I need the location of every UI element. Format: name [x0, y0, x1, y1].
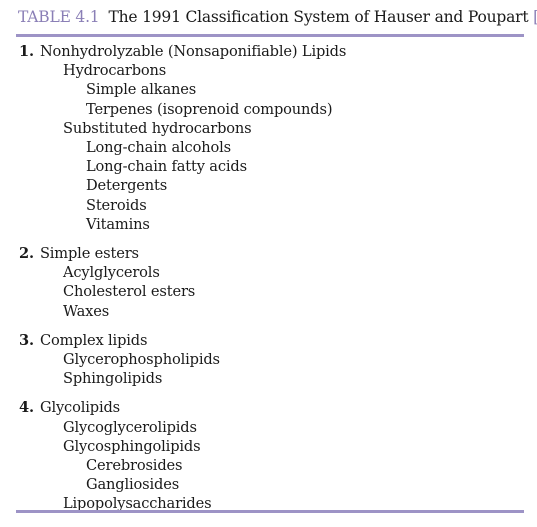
- category-heading: 3. Complex lipids: [16, 331, 524, 350]
- category-heading: 2. Simple esters: [16, 244, 524, 263]
- sub-subcategory-item: Detergents: [86, 177, 168, 195]
- table-caption: TABLE 4.1 The 1991 Classification System …: [16, 6, 537, 28]
- category-group: 1. Nonhydrolyzable (Nonsaponifiable) Lipi…: [16, 42, 524, 234]
- subcategory-item: Glycosphingolipids: [63, 437, 201, 455]
- subcategory-item: Acylglycerols: [63, 264, 160, 282]
- table-label: TABLE 4.1: [18, 8, 100, 26]
- top-rule: [16, 34, 524, 37]
- reference-link[interactable]: [4]: [533, 8, 537, 26]
- category-title: Nonhydrolyzable (Nonsaponifiable) Lipids: [39, 43, 347, 60]
- sub-subcategory-item: Long-chain alcohols: [86, 139, 231, 157]
- category-group: 3. Complex lipids Glycerophospholipids Sphi…: [16, 331, 524, 389]
- category-number: 1.: [19, 43, 34, 60]
- sub-subcategory-item: Cerebrosides: [86, 457, 183, 475]
- sub-subcategory-item: Steroids: [86, 196, 147, 214]
- category-number: 3.: [19, 331, 34, 349]
- subcategory-item: Hydrocarbons: [63, 62, 167, 80]
- sub-subcategory-item: Terpenes (isoprenoid compounds): [86, 100, 333, 118]
- category-number: 2.: [19, 245, 34, 263]
- category-title: Complex lipids: [39, 331, 148, 349]
- category-group: 2. Simple esters Acylglycerols Cholesterol …: [16, 244, 524, 321]
- subcategory-item: Lipopolysaccharides: [63, 495, 212, 513]
- classification-table: TABLE 4.1 The 1991 Classification System …: [16, 6, 537, 524]
- category-number: 4.: [19, 399, 34, 417]
- subcategory-item: Cholesterol esters: [63, 283, 196, 301]
- category-heading: 1. Nonhydrolyzable (Nonsaponifiable) Lipi…: [16, 42, 524, 61]
- category-title: Glycolipids: [39, 399, 120, 417]
- sub-subcategory-item: Long-chain fatty acids: [86, 158, 247, 176]
- category-heading: 4. Glycolipids: [16, 398, 524, 417]
- table-title: The 1991 Classification System of Hauser…: [108, 8, 534, 26]
- subcategory-item: Waxes: [63, 302, 110, 320]
- category-group: 4. Glycolipids Glycoglycerolipids Glycosphi…: [16, 398, 524, 513]
- sub-subcategory-item: Simple alkanes: [86, 81, 197, 99]
- table-body: 1. Nonhydrolyzable (Nonsaponifiable) Lipi…: [16, 42, 524, 514]
- bottom-rule: [16, 510, 524, 513]
- sub-subcategory-item: Vitamins: [86, 215, 150, 233]
- sub-subcategory-item: Gangliosides: [86, 476, 180, 494]
- subcategory-item: Glycerophospholipids: [63, 351, 220, 369]
- subcategory-item: Sphingolipids: [63, 370, 163, 388]
- category-title: Simple esters: [39, 245, 139, 263]
- subcategory-item: Substituted hydrocarbons: [63, 119, 252, 137]
- subcategory-item: Glycoglycerolipids: [63, 418, 197, 436]
